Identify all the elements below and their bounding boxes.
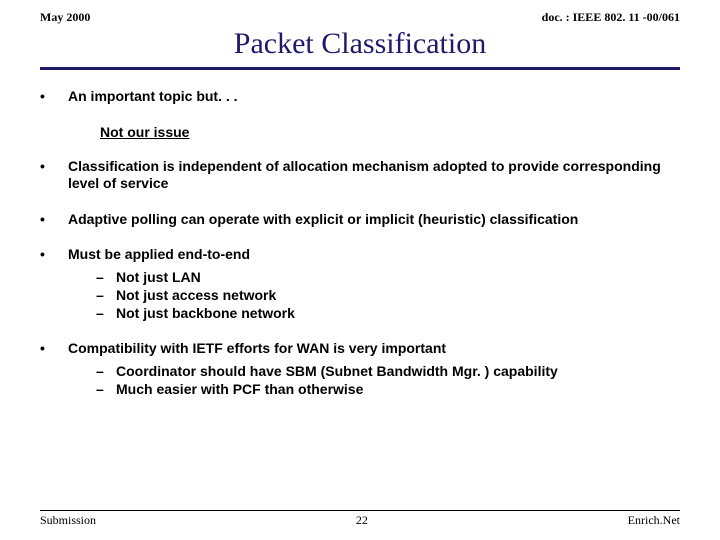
dash-marker: – — [96, 362, 116, 380]
bullet-main-text: Compatibility with IETF efforts for WAN … — [68, 340, 446, 356]
footer-left: Submission — [40, 513, 96, 528]
bullet-text: Adaptive polling can operate with explic… — [68, 211, 680, 229]
bullet-text: An important topic but. . . — [68, 88, 680, 106]
dash-marker: – — [96, 286, 116, 304]
header-date: May 2000 — [40, 10, 90, 25]
sub-text: Coordinator should have SBM (Subnet Band… — [116, 362, 558, 380]
bullet-item: • An important topic but. . . — [40, 88, 680, 106]
bullet-text: Classification is independent of allocat… — [68, 158, 680, 193]
dash-marker: – — [96, 380, 116, 398]
footer-rule — [40, 510, 680, 511]
footer-right: Enrich.Net — [628, 513, 680, 528]
footer-page-number: 22 — [356, 513, 368, 528]
slide-title: Packet Classification — [0, 27, 720, 61]
sub-item: –Much easier with PCF than otherwise — [96, 380, 680, 398]
bullet-marker: • — [40, 211, 68, 229]
dash-marker: – — [96, 304, 116, 322]
bullet-marker: • — [40, 246, 68, 322]
footer: Submission 22 Enrich.Net — [40, 510, 680, 528]
bullet-main-text: Must be applied end-to-end — [68, 246, 250, 262]
sub-list: –Not just LAN –Not just access network –… — [68, 268, 680, 323]
bullet-item: • Adaptive polling can operate with expl… — [40, 211, 680, 229]
bullet-marker: • — [40, 340, 68, 398]
bullet-item: • Classification is independent of alloc… — [40, 158, 680, 193]
dash-marker: – — [96, 268, 116, 286]
bullet-marker: • — [40, 158, 68, 193]
header-docref: doc. : IEEE 802. 11 -00/061 — [542, 10, 680, 25]
sub-text: Not just backbone network — [116, 304, 295, 322]
sub-list: –Coordinator should have SBM (Subnet Ban… — [68, 362, 680, 398]
bullet-marker: • — [40, 88, 68, 106]
sub-text: Not just LAN — [116, 268, 201, 286]
bullet-text: Compatibility with IETF efforts for WAN … — [68, 340, 680, 398]
sub-item: –Coordinator should have SBM (Subnet Ban… — [96, 362, 680, 380]
sub-text: Not just access network — [116, 286, 276, 304]
bullet-item: • Compatibility with IETF efforts for WA… — [40, 340, 680, 398]
bullet-item: • Must be applied end-to-end –Not just L… — [40, 246, 680, 322]
emphasis-line: Not our issue — [100, 124, 680, 140]
sub-item: –Not just backbone network — [96, 304, 680, 322]
sub-item: –Not just LAN — [96, 268, 680, 286]
content-area: • An important topic but. . . Not our is… — [0, 88, 720, 398]
sub-item: –Not just access network — [96, 286, 680, 304]
footer-row: Submission 22 Enrich.Net — [40, 513, 680, 528]
bullet-text: Must be applied end-to-end –Not just LAN… — [68, 246, 680, 322]
sub-text: Much easier with PCF than otherwise — [116, 380, 363, 398]
header-row: May 2000 doc. : IEEE 802. 11 -00/061 — [0, 0, 720, 25]
title-rule — [40, 67, 680, 70]
